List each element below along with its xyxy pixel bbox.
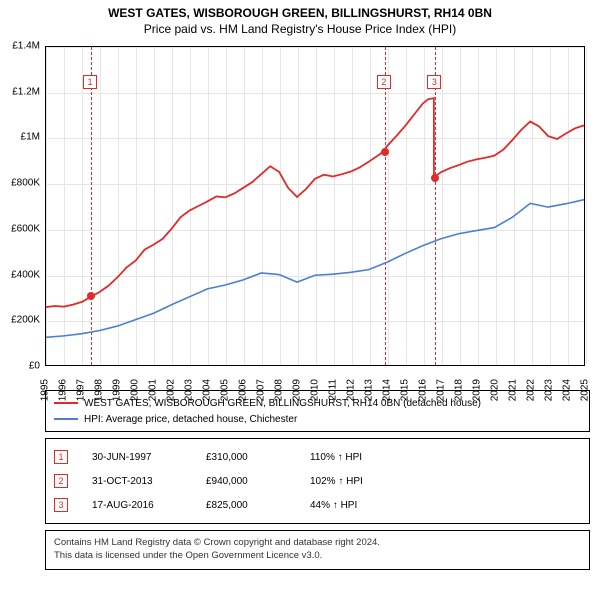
attribution: Contains HM Land Registry data © Crown c… bbox=[45, 530, 590, 570]
event-pct: 102% ↑ HPI bbox=[310, 476, 363, 487]
x-axis-tick: 2013 bbox=[364, 379, 375, 401]
title-block: WEST GATES, WISBOROUGH GREEN, BILLINGSHU… bbox=[0, 0, 600, 36]
x-axis-tick: 2022 bbox=[526, 379, 537, 401]
x-axis-tick: 2006 bbox=[238, 379, 249, 401]
x-axis-tick: 2019 bbox=[472, 379, 483, 401]
x-axis-tick: 2012 bbox=[346, 379, 357, 401]
legend-swatch-hpi bbox=[54, 418, 78, 420]
x-axis-tick: 1997 bbox=[76, 379, 87, 401]
event-row: 2 31-OCT-2013 £940,000 102% ↑ HPI bbox=[54, 469, 581, 493]
x-axis-tick: 1995 bbox=[40, 379, 51, 401]
event-row: 1 30-JUN-1997 £310,000 110% ↑ HPI bbox=[54, 445, 581, 469]
x-axis-tick: 2007 bbox=[256, 379, 267, 401]
x-axis-tick: 2001 bbox=[148, 379, 159, 401]
x-axis-tick: 2011 bbox=[328, 379, 339, 401]
x-axis-tick: 2005 bbox=[220, 379, 231, 401]
x-axis-tick: 2024 bbox=[562, 379, 573, 401]
event-date: 30-JUN-1997 bbox=[92, 452, 182, 463]
event-date: 31-OCT-2013 bbox=[92, 476, 182, 487]
event-marker-dot bbox=[87, 292, 95, 300]
y-axis-tick: £800K bbox=[11, 178, 40, 189]
x-axis-tick: 2016 bbox=[418, 379, 429, 401]
y-axis-tick: £200K bbox=[11, 315, 40, 326]
event-badge: 3 bbox=[54, 498, 68, 512]
attribution-line2: This data is licensed under the Open Gov… bbox=[54, 550, 581, 563]
x-axis-tick: 2000 bbox=[130, 379, 141, 401]
x-axis-tick: 2021 bbox=[508, 379, 519, 401]
x-axis-tick: 1999 bbox=[112, 379, 123, 401]
y-axis-tick: £1.2M bbox=[12, 86, 40, 97]
event-date: 17-AUG-2016 bbox=[92, 500, 182, 511]
legend-swatch-property bbox=[54, 402, 78, 404]
x-axis-tick: 1998 bbox=[94, 379, 105, 401]
x-axis-tick: 2004 bbox=[202, 379, 213, 401]
chart-container: WEST GATES, WISBOROUGH GREEN, BILLINGSHU… bbox=[0, 0, 600, 570]
event-price: £825,000 bbox=[206, 500, 286, 511]
event-marker-badge: 3 bbox=[427, 75, 441, 89]
x-axis-tick: 2015 bbox=[400, 379, 411, 401]
y-axis-tick: £0 bbox=[29, 361, 40, 372]
x-axis-tick: 2010 bbox=[310, 379, 321, 401]
x-axis-tick: 1996 bbox=[58, 379, 69, 401]
x-axis-tick: 2017 bbox=[436, 379, 447, 401]
x-axis-tick: 2025 bbox=[580, 379, 591, 401]
y-axis-tick: £600K bbox=[11, 223, 40, 234]
event-badge: 1 bbox=[54, 450, 68, 464]
x-axis-tick: 2014 bbox=[382, 379, 393, 401]
x-axis-tick: 2002 bbox=[166, 379, 177, 401]
legend-row-hpi: HPI: Average price, detached house, Chic… bbox=[54, 411, 581, 427]
y-axis-tick: £1M bbox=[21, 132, 40, 143]
y-axis-tick: £1.4M bbox=[12, 41, 40, 52]
y-axis-tick: £400K bbox=[11, 269, 40, 280]
event-price: £310,000 bbox=[206, 452, 286, 463]
x-axis-tick: 2023 bbox=[544, 379, 555, 401]
event-pct: 110% ↑ HPI bbox=[310, 452, 362, 463]
event-pct: 44% ↑ HPI bbox=[310, 500, 357, 511]
x-axis-tick: 2009 bbox=[292, 379, 303, 401]
chart-title-address: WEST GATES, WISBOROUGH GREEN, BILLINGSHU… bbox=[0, 6, 600, 20]
event-marker-dot bbox=[381, 148, 389, 156]
gridline-v bbox=[586, 47, 587, 365]
x-axis-tick: 2008 bbox=[274, 379, 285, 401]
plot-area: 1 2 3 bbox=[45, 46, 585, 366]
chart-subtitle: Price paid vs. HM Land Registry's House … bbox=[0, 22, 600, 36]
legend-label-hpi: HPI: Average price, detached house, Chic… bbox=[84, 414, 297, 425]
event-marker-dot bbox=[431, 174, 439, 182]
x-axis-tick: 2020 bbox=[490, 379, 501, 401]
event-row: 3 17-AUG-2016 £825,000 44% ↑ HPI bbox=[54, 493, 581, 517]
x-axis-tick: 2018 bbox=[454, 379, 465, 401]
event-badge: 2 bbox=[54, 474, 68, 488]
chart-area: 123 £0£200K£400K£600K£800K£1M£1.2M£1.4M1… bbox=[45, 46, 585, 386]
attribution-line1: Contains HM Land Registry data © Crown c… bbox=[54, 537, 581, 550]
event-marker-badge: 2 bbox=[377, 75, 391, 89]
x-axis-tick: 2003 bbox=[184, 379, 195, 401]
line-series-svg bbox=[46, 47, 584, 365]
event-marker-badge: 1 bbox=[83, 75, 97, 89]
event-price: £940,000 bbox=[206, 476, 286, 487]
events-table: 1 30-JUN-1997 £310,000 110% ↑ HPI 2 31-OCT-20… bbox=[45, 438, 590, 524]
